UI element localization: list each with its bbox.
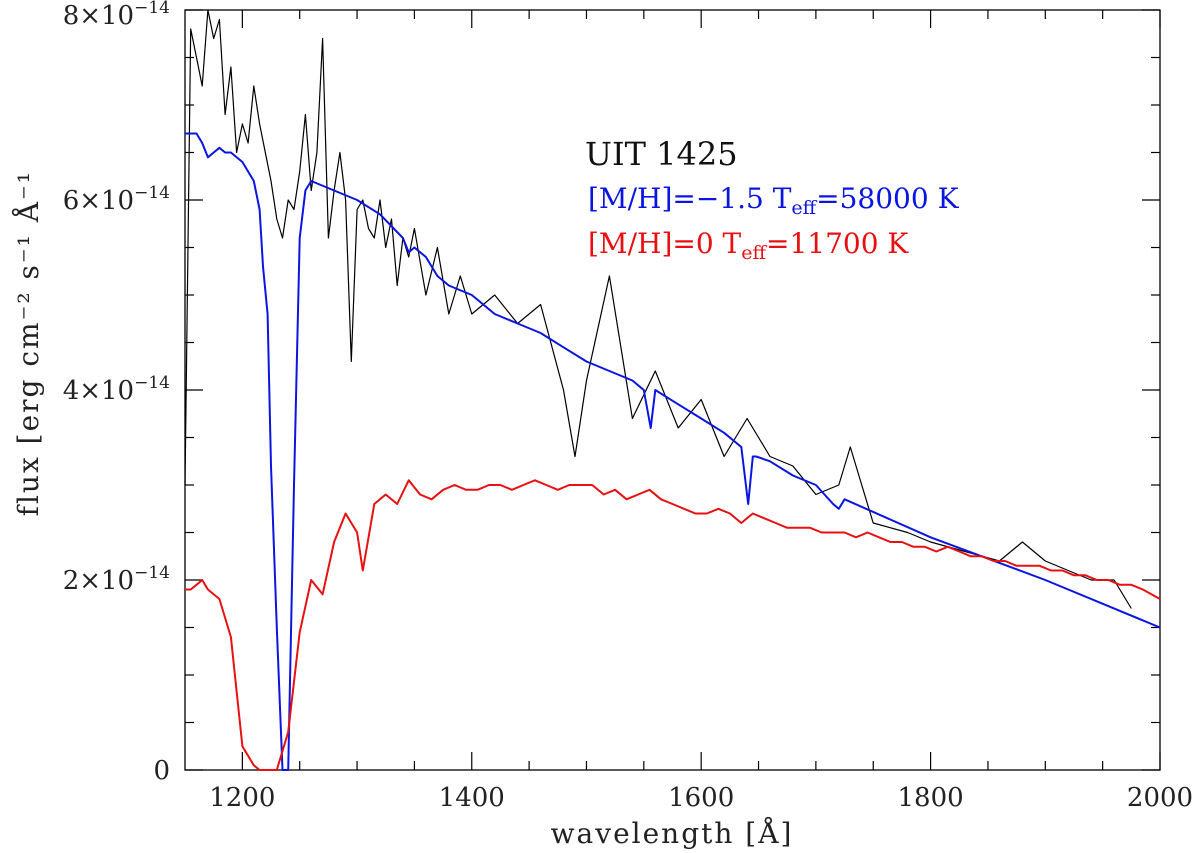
x-tick-label: 1800 xyxy=(898,783,964,813)
red-model-prefix: [M/H]=0 T xyxy=(588,227,742,260)
y-tick-label: 4×10−14 xyxy=(63,373,170,406)
tick-marks xyxy=(185,9,1161,771)
y-tick-label: 6×10−14 xyxy=(63,183,170,216)
blue-model-label: [M/H]=−1.5 Teff=58000 K xyxy=(588,182,960,219)
series-line-1 xyxy=(185,132,1161,771)
x-tick-label: 2000 xyxy=(1127,783,1193,813)
red-model-label: [M/H]=0 Teff=11700 K xyxy=(588,227,909,264)
x-tick-label: 1600 xyxy=(668,783,734,813)
y-tick-label: 0 xyxy=(153,756,170,786)
blue-model-sub: eff xyxy=(791,197,817,219)
y-tick-label: 2×10−14 xyxy=(63,563,170,596)
red-model-suffix: =11700 K xyxy=(766,227,909,260)
series-line-0 xyxy=(184,9,1132,609)
blue-model-suffix: =58000 K xyxy=(816,182,959,215)
red-model-sub: eff xyxy=(741,242,767,264)
object-name-label: UIT 1425 xyxy=(585,135,738,173)
blue-model-prefix: [M/H]=−1.5 T xyxy=(588,182,792,215)
x-tick-label: 1400 xyxy=(439,783,505,813)
series-layer xyxy=(184,9,1161,771)
x-axis-title: wavelength [Å] xyxy=(551,817,794,850)
plot-frame xyxy=(184,9,1161,771)
y-axis-title: flux [erg cm⁻² s⁻¹ Å⁻¹ xyxy=(12,170,45,516)
tick-labels: 1200 1400 1600 1800 2000 0 2×10−14 4×10−14 6×10−… xyxy=(63,0,1193,813)
x-tick-label: 1200 xyxy=(209,783,275,813)
y-tick-label: 8×10−14 xyxy=(63,0,170,31)
series-line-2 xyxy=(185,479,1161,771)
